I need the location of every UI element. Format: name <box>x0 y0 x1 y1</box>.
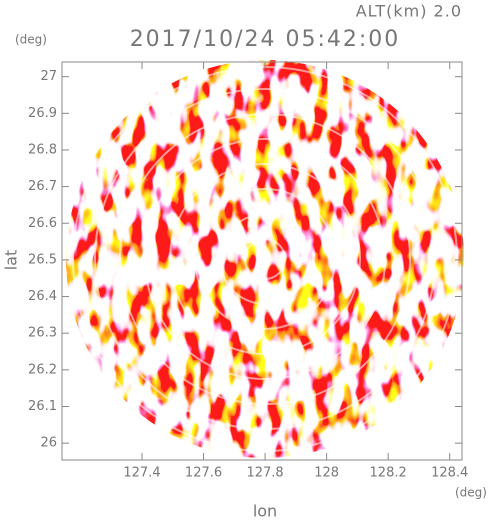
y-tick-label: 26.3 <box>28 326 57 341</box>
x-tick-label: 128.4 <box>431 466 468 481</box>
plot-frame <box>61 61 463 461</box>
chart-title: 2017/10/24 05:42:00 <box>130 27 401 52</box>
y-tick-label: 26.7 <box>28 179 57 194</box>
y-tick-label: 26.1 <box>28 399 57 414</box>
x-tick-label: 127.8 <box>246 466 283 481</box>
y-tick-label: 26.5 <box>28 252 57 267</box>
x-unit: (deg) <box>455 486 487 500</box>
radar-field <box>66 60 464 458</box>
y-tick-label: 26.4 <box>28 289 57 304</box>
y-tick-label: 26.8 <box>28 142 57 157</box>
subtitle: ALT(km) 2.0 <box>356 2 462 21</box>
y-tick-label: 26.9 <box>28 106 57 121</box>
y-tick-label: 26.6 <box>28 216 57 231</box>
x-tick-label: 128 <box>314 466 339 481</box>
x-tick-label: 128.2 <box>370 466 407 481</box>
y-tick-label: 26 <box>40 436 57 451</box>
y-tick-label: 27 <box>40 69 57 84</box>
y-axis-label: lat <box>2 250 21 271</box>
y-unit: (deg) <box>15 33 47 47</box>
y-tick-label: 26.2 <box>28 362 57 377</box>
x-axis-label: lon <box>253 502 277 521</box>
x-tick-label: 127.4 <box>123 466 160 481</box>
x-tick-label: 127.6 <box>185 466 222 481</box>
